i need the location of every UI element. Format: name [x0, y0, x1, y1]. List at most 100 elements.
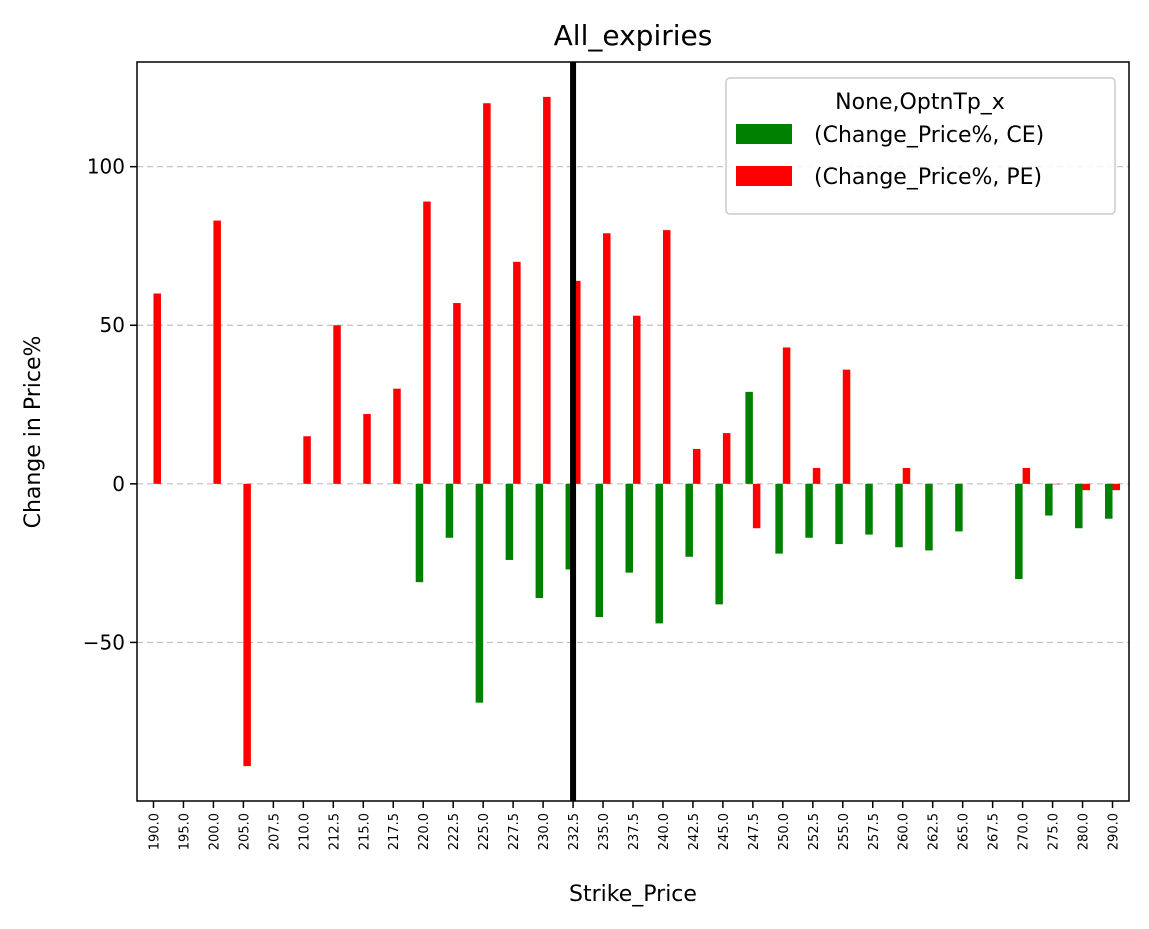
legend-swatch — [736, 124, 792, 144]
bar-ce — [775, 483, 783, 554]
x-tick-label: 255.0 — [837, 813, 852, 850]
bar-ce — [535, 483, 544, 599]
x-tick-label: 200.0 — [207, 813, 222, 850]
bar-ce — [565, 483, 574, 570]
bar-pe — [1112, 483, 1121, 491]
bar-ce — [505, 483, 514, 560]
bar-pe — [213, 220, 221, 484]
bar-ce — [625, 483, 633, 573]
bar-ce — [805, 483, 813, 538]
legend-label: (Change_Price%, PE) — [814, 165, 1042, 190]
legend-swatch — [736, 166, 792, 186]
x-tick-label: 275.0 — [1047, 813, 1062, 850]
bar-ce — [655, 483, 663, 624]
bar-pe — [812, 467, 821, 484]
y-axis-label: Change in Price% — [21, 336, 46, 529]
bar-pe — [752, 483, 761, 529]
x-tick-label: 230.0 — [537, 813, 552, 850]
x-tick-label: 195.0 — [177, 813, 192, 850]
bar-pe — [423, 201, 431, 484]
bar-pe — [483, 103, 491, 484]
x-tick-label: 270.0 — [1017, 813, 1032, 850]
x-tick-label: 210.0 — [297, 813, 312, 850]
bar-ce — [1075, 483, 1083, 529]
y-axis-ticks: −50 0 50 100 — [83, 155, 137, 654]
y-tick-label: 0 — [112, 472, 125, 496]
x-tick-label: 205.0 — [237, 813, 252, 850]
x-tick-label: 257.5 — [867, 813, 882, 850]
x-tick-label: 237.5 — [627, 813, 642, 850]
bar-pe — [393, 388, 401, 484]
bar-pe — [513, 261, 521, 484]
bar-pe — [603, 233, 611, 484]
bar-pe — [1082, 483, 1091, 491]
bar-pe — [573, 280, 581, 484]
bar-ce — [895, 483, 903, 548]
bar-pe — [842, 369, 851, 484]
bar-pe — [1022, 467, 1031, 484]
bar-ce — [745, 391, 753, 484]
bar-pe — [243, 483, 251, 767]
y-tick-label: −50 — [83, 630, 125, 654]
bar-ce — [865, 483, 873, 535]
x-tick-label: 240.0 — [657, 813, 672, 850]
x-axis-label: Strike_Price — [569, 882, 697, 907]
bar-ce — [1015, 483, 1023, 579]
x-tick-label: 242.5 — [687, 813, 702, 850]
bar-ce — [475, 483, 484, 703]
bar-ce — [595, 483, 604, 618]
x-tick-label: 267.5 — [987, 813, 1002, 850]
bar-pe — [662, 230, 671, 484]
y-tick-label: 100 — [87, 155, 125, 179]
bar-pe — [333, 325, 341, 484]
bar-pe — [692, 448, 701, 484]
bar-pe — [453, 303, 461, 484]
bar-pe — [1052, 483, 1061, 485]
x-tick-label: 222.5 — [447, 813, 462, 850]
x-tick-label: 247.5 — [747, 813, 762, 850]
bar-pe — [782, 347, 791, 484]
x-tick-label: 260.0 — [897, 813, 912, 850]
bar-ce — [715, 483, 723, 605]
x-tick-label: 290.0 — [1107, 813, 1122, 850]
bar-pe — [722, 433, 731, 484]
x-tick-label: 250.0 — [777, 813, 792, 850]
x-tick-label: 227.5 — [507, 813, 522, 850]
x-tick-label: 262.5 — [927, 813, 942, 850]
bar-pe — [363, 414, 371, 484]
bar-pe — [633, 315, 641, 484]
x-tick-label: 220.0 — [417, 813, 432, 850]
bar-ce — [835, 483, 843, 545]
legend-box — [725, 77, 1116, 215]
bar-ce — [925, 483, 933, 551]
bar-pe — [902, 467, 911, 484]
bar-ce — [955, 483, 963, 532]
x-tick-label: 225.0 — [477, 813, 492, 850]
x-tick-label: 190.0 — [147, 813, 162, 850]
bar-ce — [415, 483, 424, 583]
x-tick-label: 265.0 — [957, 813, 972, 850]
bar-pe — [153, 293, 161, 484]
legend-label: (Change_Price%, CE) — [814, 123, 1044, 148]
x-tick-label: 212.5 — [327, 813, 342, 850]
bar-ce — [1045, 483, 1053, 516]
x-tick-label: 245.0 — [717, 813, 732, 850]
bar-pe — [543, 96, 551, 484]
legend: None,OptnTp_x (Change_Price%, CE) (Change… — [725, 77, 1116, 215]
x-tick-label: 280.0 — [1077, 813, 1092, 850]
x-tick-label: 232.5 — [567, 813, 582, 850]
chart-title: All_expiries — [554, 19, 713, 52]
bar-ce — [685, 483, 693, 557]
x-tick-label: 207.5 — [267, 813, 282, 850]
bars — [153, 96, 1121, 767]
x-axis-ticks: 190.0 195.0 200.0 205.0 207.5 210.0 212.5 215.0… — [147, 801, 1122, 850]
bar-ce — [1105, 483, 1113, 519]
y-tick-label: 50 — [100, 313, 125, 337]
x-tick-label: 235.0 — [597, 813, 612, 850]
x-tick-label: 215.0 — [357, 813, 372, 850]
bar-ce — [445, 483, 454, 538]
x-tick-label: 217.5 — [387, 813, 402, 850]
legend-title: None,OptnTp_x — [835, 90, 1005, 115]
x-tick-label: 252.5 — [807, 813, 822, 850]
